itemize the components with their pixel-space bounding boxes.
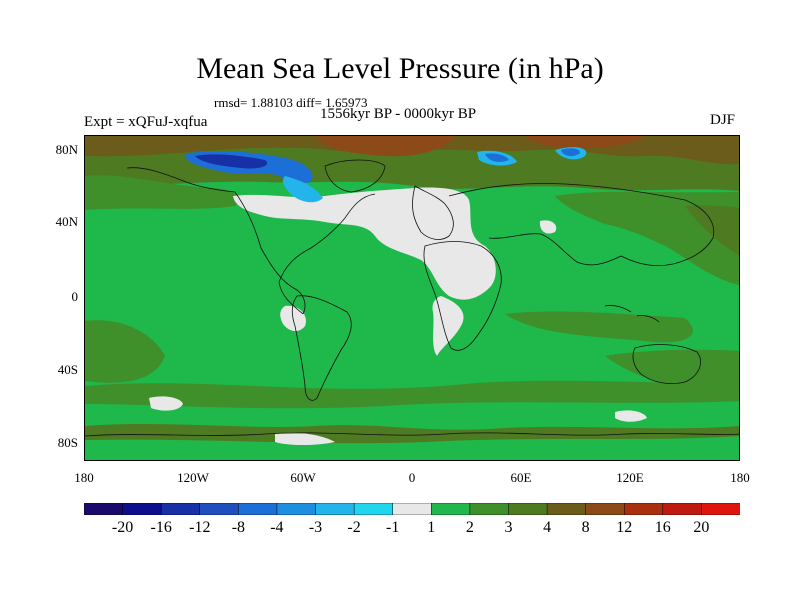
field-antarctic-grey-2 <box>615 410 647 422</box>
colorbar-swatch-2 <box>160 503 201 515</box>
lon-tick-180-left: 180 <box>74 470 94 485</box>
colorbar-label: 2 <box>465 519 474 536</box>
field-npacific-olive <box>85 175 239 210</box>
colorbar-label: 12 <box>616 519 633 536</box>
season-label: DJF <box>710 112 736 128</box>
colorbar-label: 16 <box>654 519 671 536</box>
field-npacific-east <box>685 205 739 255</box>
field-sa-grey <box>432 296 464 356</box>
coast-asia <box>448 183 715 266</box>
coast-north-america-west <box>126 167 306 315</box>
colorbar-label: -20 <box>111 519 134 536</box>
lat-tick-80n: 80N <box>55 142 78 157</box>
colorbar-swatch-7 <box>353 503 394 515</box>
colorbar-label: -16 <box>150 519 172 536</box>
lat-tick-40n: 40N <box>55 214 78 229</box>
field-scandinavia-blue <box>485 153 509 162</box>
field-australia-olive <box>605 349 739 388</box>
colorbar-swatch-6 <box>315 503 355 515</box>
lon-tick-0: 0 <box>408 470 416 485</box>
stats-label: rmsd= 1.88103 diff= 1.65973 <box>214 95 368 110</box>
field-greenland-darkblue <box>195 154 268 169</box>
coast-africa <box>423 241 502 351</box>
coastlines <box>85 159 739 437</box>
field-spacific-grey <box>149 396 183 411</box>
colorbar-label: -3 <box>308 519 323 536</box>
field-antarctic-grey-1 <box>275 432 335 445</box>
colorbar-swatch-8 <box>392 503 433 515</box>
colorbar-label: -1 <box>386 519 400 536</box>
colorbar-label: 1 <box>427 519 436 536</box>
field-southern-ocean-olive <box>85 380 739 409</box>
coast-australia <box>632 344 701 384</box>
colorbar-label: 3 <box>504 519 513 536</box>
coast-greenland <box>324 159 386 193</box>
coast-indonesia <box>604 305 660 323</box>
colorbar-label: -2 <box>347 519 361 536</box>
colorbar-swatch-5 <box>276 503 317 515</box>
map-field <box>85 136 739 460</box>
colorbar-label: -8 <box>231 519 246 536</box>
coast-north-america-east <box>278 193 376 315</box>
colorbar-label: -4 <box>270 519 284 536</box>
coast-europe <box>412 185 454 240</box>
colorbar-label: -12 <box>189 519 211 536</box>
coast-south-america <box>291 295 352 401</box>
lon-tick-180-right: 180 <box>730 470 750 485</box>
colorbar-label: 20 <box>693 519 710 536</box>
colorbar-swatch-1 <box>122 503 162 515</box>
field-na-eu-grey <box>233 187 496 300</box>
field-antarctic-olive <box>85 424 739 444</box>
field-canada-cyan <box>282 176 323 203</box>
lon-tick-60w: 60W <box>290 470 316 485</box>
colorbar-swatch-16 <box>701 503 740 515</box>
map-panel <box>84 135 740 461</box>
colorbar-swatch-12 <box>546 503 587 515</box>
colorbar-swatch-3 <box>199 503 240 515</box>
period-label: 1556kyr BP - 0000kyr BP <box>320 106 477 122</box>
lat-tick-80s: 80S <box>57 435 78 450</box>
coast-antarctica <box>85 432 739 437</box>
colorbar-swatch-15 <box>662 503 703 515</box>
colorbar-swatch-14 <box>623 503 664 515</box>
field-siberia-blue <box>561 148 580 157</box>
field-asia-grey <box>539 220 557 234</box>
colorbar-swatch-4 <box>238 503 278 515</box>
colorbar-swatch-10 <box>469 503 510 515</box>
colorbar-swatch-13 <box>585 503 625 515</box>
lat-tick-0: 0 <box>71 289 79 304</box>
lon-tick-60e: 60E <box>510 470 532 485</box>
colorbar-label: 4 <box>543 519 552 536</box>
field-arctic-rust <box>315 136 455 157</box>
lon-tick-120w: 120W <box>177 470 209 485</box>
colorbar-swatch-9 <box>431 503 471 515</box>
colorbar-swatch-0 <box>84 503 124 515</box>
colorbar-label: 8 <box>581 519 590 536</box>
colorbar <box>84 503 740 515</box>
field-arctic-rust-2 <box>525 136 645 149</box>
lat-tick-40s: 40S <box>57 362 78 377</box>
field-spacific-olive <box>85 320 165 383</box>
experiment-label: Expt = xQFuJ-xqfua <box>84 114 208 130</box>
colorbar-swatch-11 <box>508 503 548 515</box>
plot-title: Mean Sea Level Pressure (in hPa) <box>196 52 604 85</box>
field-indian-olive <box>505 311 693 343</box>
lon-tick-120e: 120E <box>616 470 644 485</box>
